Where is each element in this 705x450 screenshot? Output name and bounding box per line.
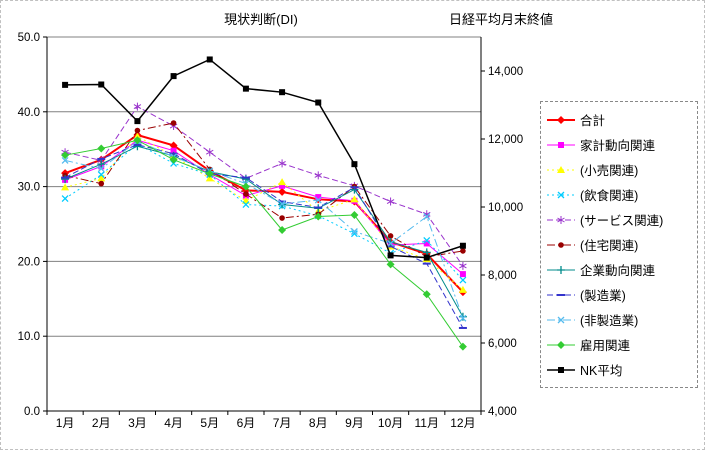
axes	[43, 36, 485, 415]
chart-legend: 合計家計動向関連 (小売関連) (飲食関連) (サービス関連) (住宅関連) 企業動向関連…	[540, 101, 698, 388]
series-line-7	[64, 144, 464, 329]
legend-label: (飲食関連)	[580, 189, 639, 203]
x-axis-label: 7月	[273, 416, 292, 430]
right-axis-tick-label: 14,000	[488, 66, 523, 78]
right-axis-tick-label: 4,000	[488, 406, 517, 418]
x-axis-label: 8月	[309, 416, 328, 430]
x-axis-label: 1月	[56, 416, 75, 430]
x-axis-label: 12月	[450, 416, 475, 430]
legend-label: (住宅関連)	[580, 239, 639, 253]
legend-key-1	[547, 141, 575, 148]
legend-key-8	[547, 316, 575, 323]
legend-key-2	[547, 165, 575, 173]
legend-item-1: 家計動向関連	[546, 132, 692, 157]
series-line-8	[64, 140, 464, 319]
series-line-6	[64, 145, 464, 317]
right-axis-tick-label: 12,000	[488, 134, 523, 146]
legend-label: 家計動向関連	[580, 139, 656, 153]
x-axis-label: 11月	[415, 416, 439, 430]
legend-key-9	[547, 340, 575, 349]
legend-item-4: (サービス関連)	[546, 207, 692, 232]
legend-item-9: 雇用関連	[546, 332, 692, 357]
legend-key-6	[547, 265, 575, 274]
legend-key-7	[547, 293, 575, 296]
series-line-1	[64, 139, 464, 275]
legend-key-0	[547, 115, 575, 124]
right-axis-tick-label: 10,000	[488, 202, 523, 214]
legend-label: 合計	[580, 114, 606, 128]
legend-label: 雇用関連	[580, 339, 631, 353]
legend-item-5: (住宅関連)	[546, 232, 692, 257]
right-axis-tick-label: 8,000	[488, 270, 517, 282]
x-axis-label: 3月	[128, 416, 147, 430]
legend-key-4	[547, 215, 575, 224]
legend-item-2: (小売関連)	[546, 157, 692, 182]
left-axis-tick-label: 20.0	[18, 256, 40, 268]
series-line-10	[65, 58, 464, 259]
gridlines	[47, 36, 481, 337]
legend-label: NK平均	[580, 364, 623, 378]
chart-title: 現状判断(DI)	[224, 12, 298, 27]
series-line-2	[64, 135, 464, 291]
legend-label: (サービス関連)	[580, 214, 664, 228]
x-axis-label: 2月	[92, 416, 111, 430]
legend-key-3	[547, 191, 575, 198]
series-10	[62, 56, 466, 261]
left-axis-tick-label: 40.0	[18, 107, 40, 119]
series-6	[61, 142, 467, 321]
legend-key-10	[547, 366, 575, 373]
series-7	[61, 143, 467, 329]
left-axis-tick-label: 0.0	[24, 406, 40, 418]
legend-label: (非製造業)	[580, 314, 639, 328]
legend-label: (製造業)	[580, 289, 626, 303]
legend-label: (小売関連)	[580, 164, 639, 178]
x-axis-label: 9月	[345, 416, 364, 430]
x-axis-label: 6月	[237, 416, 256, 430]
x-axis-label: 4月	[164, 416, 183, 430]
left-axis-tick-label: 30.0	[18, 182, 40, 194]
x-axis-label: 10月	[378, 416, 403, 430]
series-0	[61, 130, 467, 297]
series-9	[61, 136, 467, 351]
legend-label: 企業動向関連	[580, 264, 656, 278]
series-line-0	[64, 133, 464, 293]
right-axis-tick-label: 6,000	[488, 338, 517, 350]
x-axis-label: 5月	[200, 416, 219, 430]
left-axis-tick-label: 10.0	[18, 331, 40, 343]
legend-item-3: (飲食関連)	[546, 182, 692, 207]
left-axis-tick-label: 50.0	[18, 32, 40, 44]
legend-item-8: (非製造業)	[546, 307, 692, 332]
legend-key-5	[547, 241, 575, 248]
legend-item-6: 企業動向関連	[546, 257, 692, 282]
series-line-3	[64, 143, 464, 281]
series-8	[61, 137, 467, 322]
legend-item-10: NK平均	[546, 357, 692, 382]
series-line-9	[64, 139, 464, 347]
right-axis-title: 日経平均月末終値	[449, 12, 554, 27]
legend-item-0: 合計	[546, 107, 692, 132]
legend-item-7: (製造業)	[546, 282, 692, 307]
